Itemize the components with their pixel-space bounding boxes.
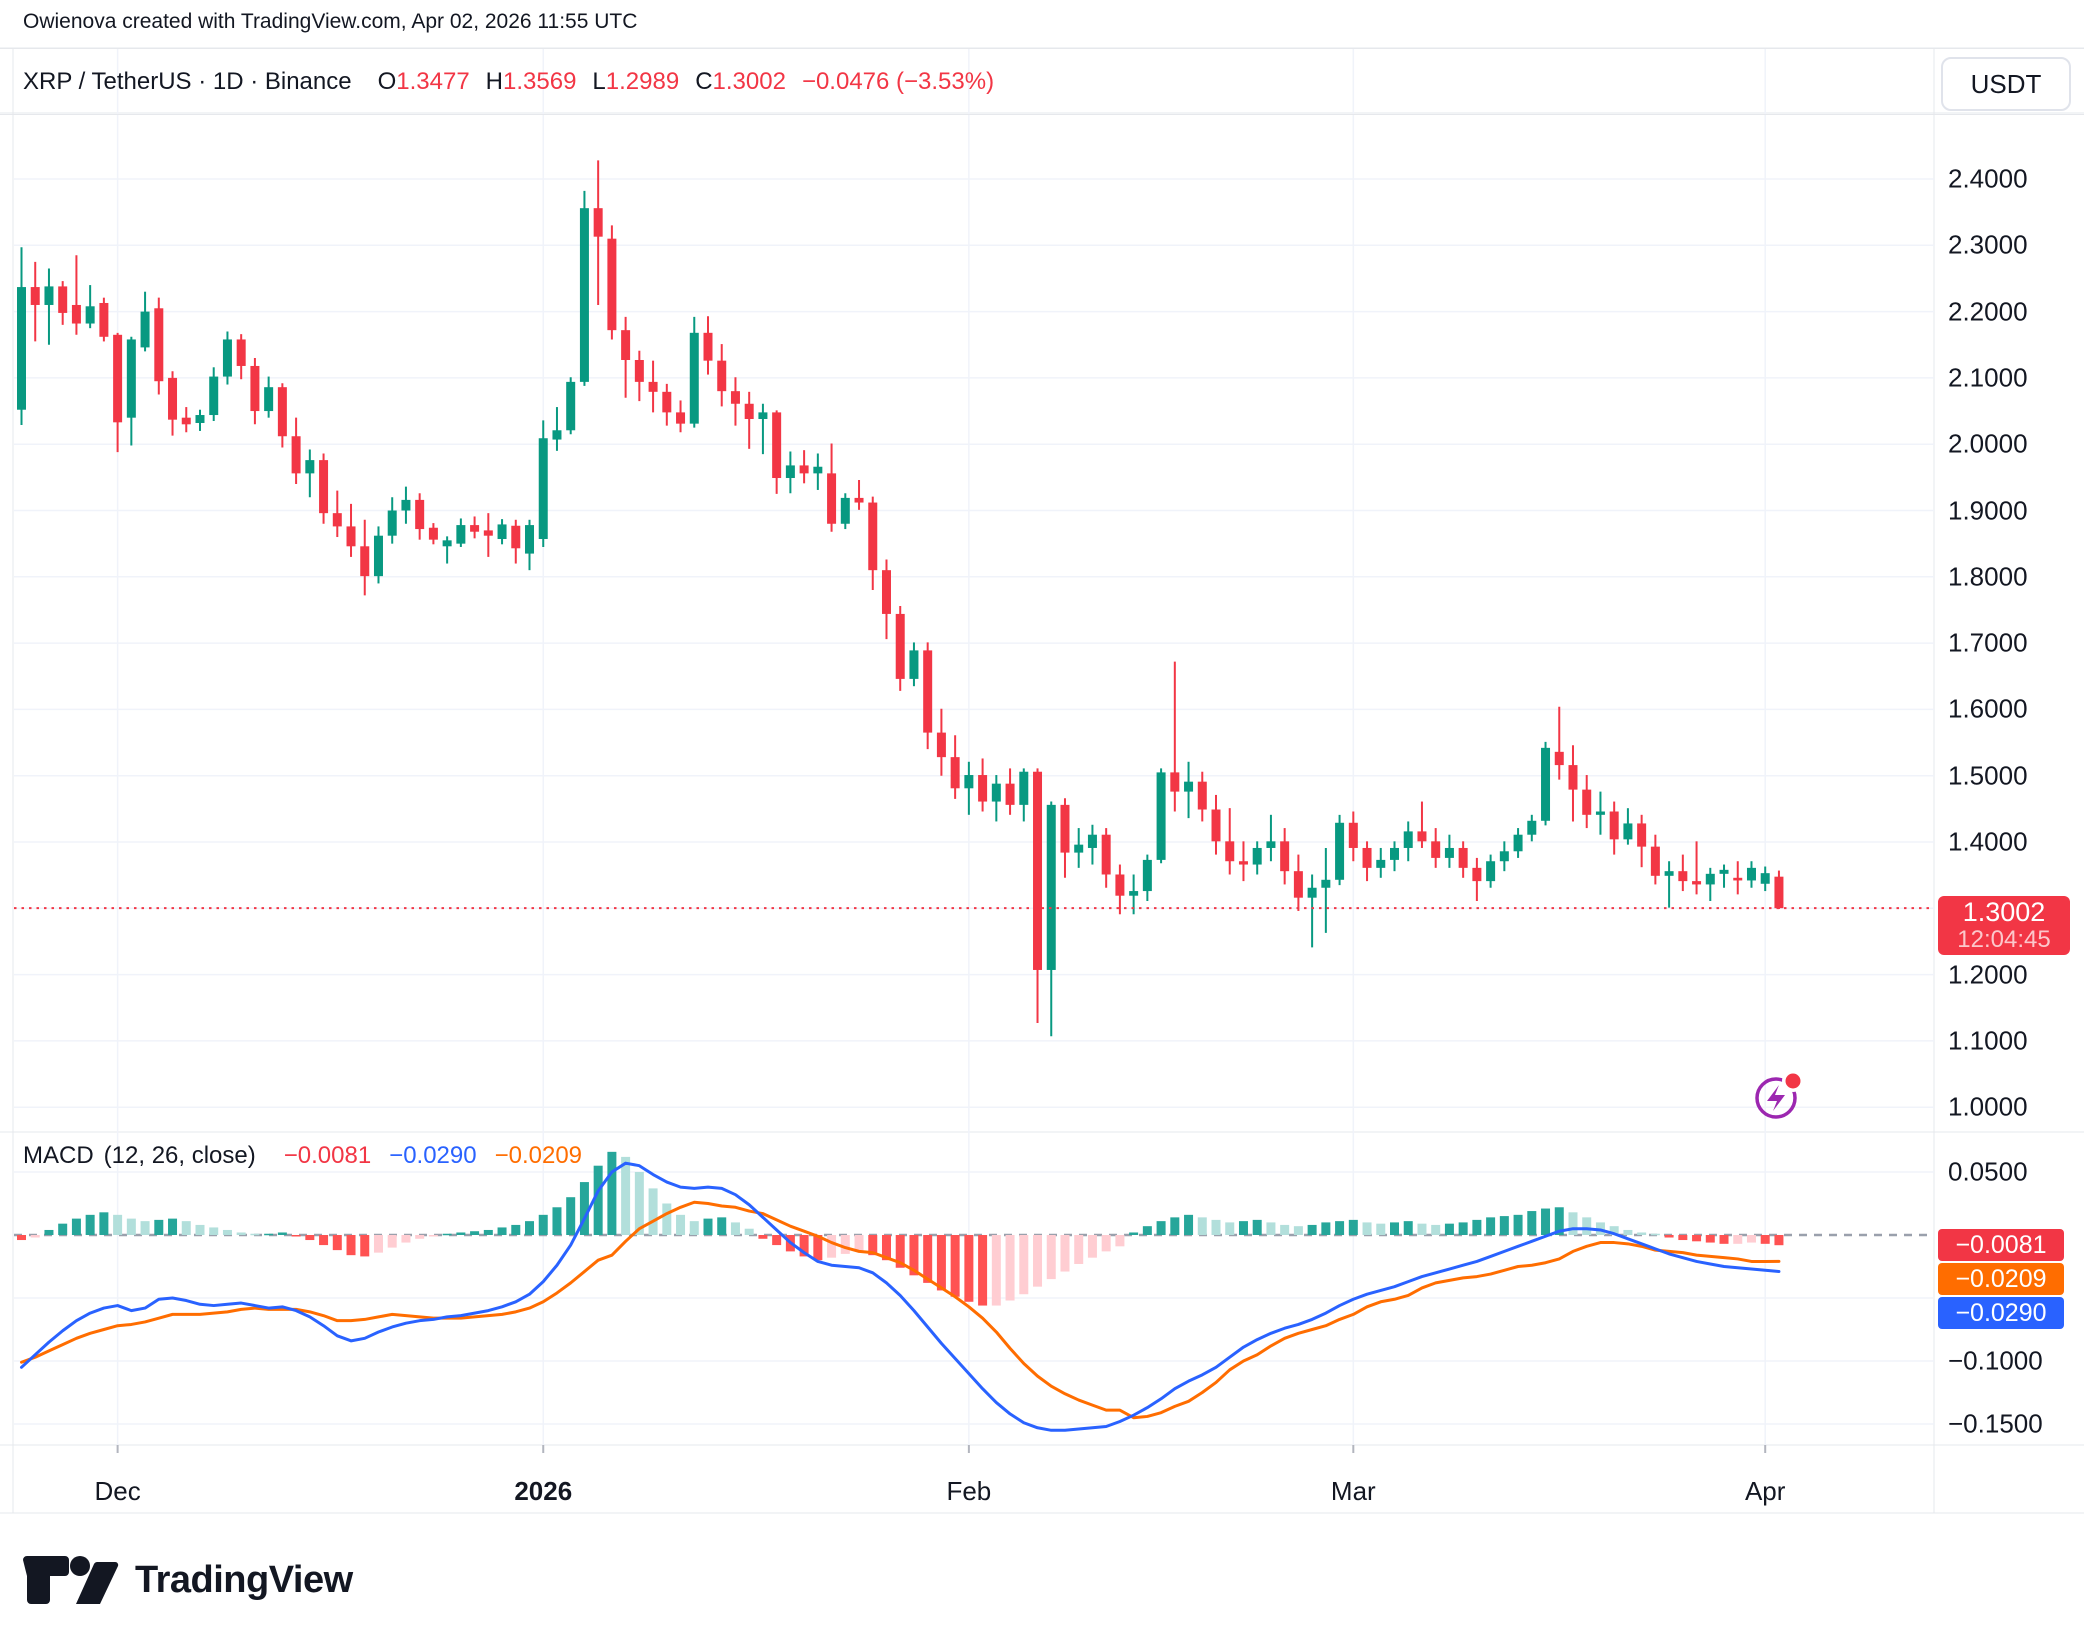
price-axis-label: 1.9000	[1948, 495, 2028, 525]
ohlc-values: O1.3477 H1.3569 L1.2989 C1.3002	[378, 68, 802, 96]
tradingview-logo-icon	[23, 1556, 119, 1604]
price-axis-label: 1.0000	[1948, 1091, 2028, 1122]
macd-value-badge: −0.0209	[1938, 1263, 2064, 1295]
price-axis-label: 2.3000	[1948, 229, 2028, 260]
ohlc-o: O1.3477	[377, 67, 470, 95]
candle-countdown: 12:04:45	[1957, 926, 2051, 954]
tradingview-logo[interactable]: TradingView	[23, 1556, 353, 1604]
macd-legend-value: −0.0209	[494, 1142, 583, 1169]
price-axis-label: 1.4000	[1948, 826, 2028, 857]
time-axis-label-Dec: Dec	[94, 1476, 141, 1506]
price-axis-label: 1.5000	[1948, 760, 2028, 791]
time-axis-label-Mar: Mar	[1330, 1476, 1376, 1506]
price-axis-label: 1.6000	[1948, 693, 2028, 724]
price-axis-label: 2.0000	[1948, 428, 2028, 459]
macd-axis-label: −0.1000	[1948, 1345, 2043, 1376]
price-axis-label: 1.7000	[1948, 627, 2028, 658]
price-axis-label: 2.2000	[1948, 296, 2028, 327]
macd-value-badge: −0.0290	[1938, 1297, 2064, 1329]
macd-title: MACD	[23, 1142, 94, 1169]
ohlc-h: H1.3569	[485, 67, 577, 95]
time-axis-label-Apr: Apr	[1744, 1476, 1786, 1506]
price-axis-label: 2.1000	[1948, 362, 2028, 393]
time-axis-label-2026: 2026	[514, 1476, 573, 1506]
price-axis-label: 1.2000	[1948, 959, 2028, 990]
last-price-badge: 1.3002 12:04:45	[1938, 896, 2070, 955]
price-axis-label: 1.8000	[1948, 561, 2028, 592]
macd-axis-label: 0.0500	[1948, 1156, 2028, 1187]
macd-axis-label: −0.1500	[1948, 1408, 2043, 1439]
macd-legend-value: −0.0290	[389, 1142, 477, 1169]
macd-params: (12, 26, close)	[103, 1142, 256, 1169]
symbol-title[interactable]: XRP / TetherUS · 1D · Binance	[23, 67, 352, 95]
tradingview-logo-text: TradingView	[135, 1558, 353, 1601]
time-axis-label-Feb: Feb	[946, 1476, 992, 1506]
macd-legend[interactable]: MACD (12, 26, close) −0.0081 −0.0290 −0.02…	[23, 1142, 582, 1170]
price-axis-label: 1.1000	[1948, 1025, 2028, 1056]
macd-legend-value: −0.0081	[283, 1142, 372, 1169]
ohlc-c: C1.3002	[695, 67, 786, 95]
ohlc-l: L1.2989	[592, 67, 680, 95]
price-axis-label: 2.4000	[1948, 163, 2028, 194]
macd-value-badge: −0.0081	[1938, 1229, 2064, 1261]
change-value: −0.0476 (−3.53%)	[801, 67, 995, 95]
chart-header: XRP / TetherUS · 1D · Binance O1.3477 H1.…	[0, 48, 2084, 115]
currency-toggle-button[interactable]: USDT	[1941, 57, 2071, 111]
last-price-value: 1.3002	[1962, 896, 2046, 927]
watermark: Owienova created with TradingView.com, A…	[23, 10, 638, 33]
